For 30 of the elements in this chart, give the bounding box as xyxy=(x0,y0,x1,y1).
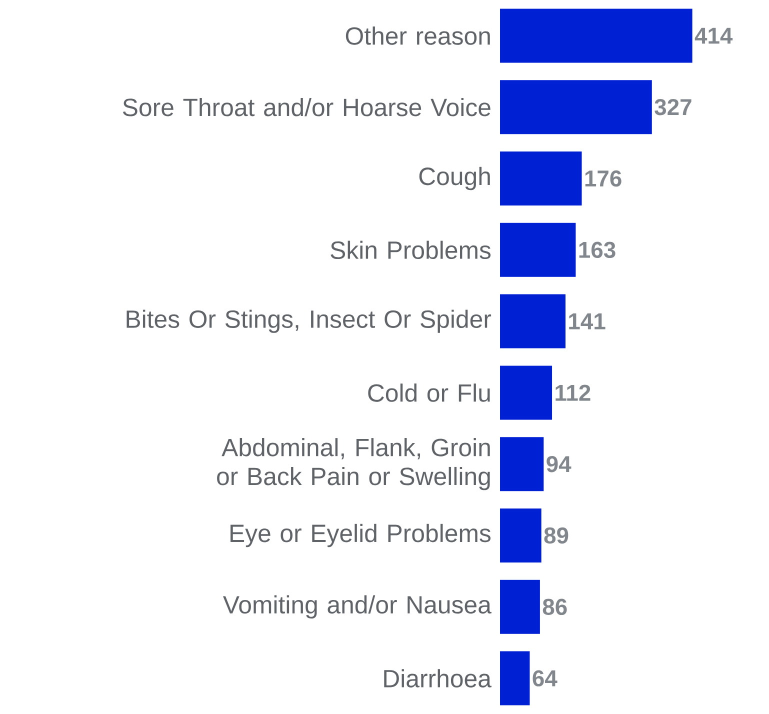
y-tick-label: Cold or Flu xyxy=(368,384,490,402)
bar xyxy=(500,152,582,206)
data-label: 64 xyxy=(532,670,558,686)
data-label: 112 xyxy=(556,384,590,401)
y-tick-label: Skin Problems xyxy=(330,240,491,260)
y-tick-label: Bites Or Stings, Insect Or Spider xyxy=(126,310,492,333)
bar xyxy=(500,222,576,277)
y-tick-label: Vomiting and/or Nausea xyxy=(223,595,492,619)
y-tick-label: Other reason xyxy=(346,26,490,45)
data-label: 414 xyxy=(694,28,733,44)
data-label: 163 xyxy=(579,242,616,258)
y-tick-label: Sore Throat and/or Hoarse Voice xyxy=(122,98,490,116)
bar xyxy=(500,366,552,420)
bar xyxy=(500,8,692,63)
data-label: 327 xyxy=(654,98,692,116)
y-tick-label: Cough xyxy=(419,166,490,190)
data-label: 89 xyxy=(544,527,568,544)
data-label: 141 xyxy=(569,313,606,330)
y-tick-label: Diarrhoea xyxy=(384,669,492,688)
bar xyxy=(500,580,540,634)
y-tick-label: Eye or Eyelid Problems xyxy=(230,524,491,548)
data-label: 176 xyxy=(585,170,622,187)
bar xyxy=(500,508,542,563)
y-tick-label: Abdominal, Flank, Groin or Back Pain or Swelling xyxy=(217,438,490,490)
bar xyxy=(500,294,566,348)
bar xyxy=(500,437,544,492)
bar xyxy=(500,651,530,706)
bar xyxy=(500,80,652,134)
data-label: 86 xyxy=(542,598,567,616)
data-label: 94 xyxy=(546,456,572,472)
